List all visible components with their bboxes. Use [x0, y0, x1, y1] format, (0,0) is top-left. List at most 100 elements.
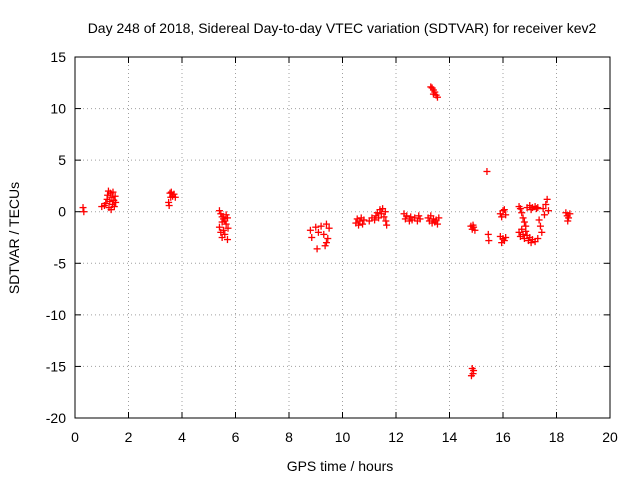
x-tick-label: 18: [549, 429, 565, 445]
data-point: [543, 195, 551, 203]
data-point: [360, 216, 368, 224]
data-point: [313, 245, 321, 253]
data-point: [355, 221, 363, 229]
x-tick-label: 12: [388, 429, 404, 445]
data-point: [165, 202, 173, 210]
data-point: [320, 230, 328, 238]
chart-title: Day 248 of 2018, Sidereal Day-to-day VTE…: [88, 20, 597, 36]
data-point: [407, 213, 415, 221]
data-point: [321, 242, 329, 250]
data-point: [498, 213, 506, 221]
data-point: [544, 207, 552, 215]
x-tick-label: 14: [442, 429, 458, 445]
data-point: [112, 198, 120, 206]
data-point: [532, 205, 540, 213]
data-point: [471, 226, 479, 234]
data-point: [416, 215, 424, 223]
data-point: [539, 205, 547, 213]
data-point: [435, 214, 443, 222]
x-axis-label: GPS time / hours: [287, 458, 394, 474]
points-layer: [79, 83, 574, 380]
data-point: [107, 206, 115, 214]
data-point: [527, 239, 535, 247]
data-point: [536, 222, 544, 230]
data-point: [215, 207, 223, 215]
data-point: [483, 167, 491, 175]
data-point: [564, 217, 572, 225]
data-point: [314, 228, 322, 236]
y-tick-label: 15: [50, 49, 66, 65]
data-point: [470, 367, 478, 375]
x-tick-label: 2: [125, 429, 133, 445]
data-point: [170, 190, 178, 198]
data-point: [383, 221, 391, 229]
x-tick-label: 10: [335, 429, 351, 445]
data-point: [371, 216, 379, 224]
data-point: [217, 210, 225, 218]
x-tick-label: 0: [71, 429, 79, 445]
data-point: [433, 93, 441, 101]
data-point: [375, 214, 383, 222]
x-tick-label: 8: [285, 429, 293, 445]
grid-layer: [75, 57, 610, 418]
data-point: [499, 207, 507, 215]
y-tick-label: -10: [46, 307, 66, 323]
data-point: [415, 212, 423, 220]
data-point: [322, 220, 330, 228]
data-point: [102, 199, 110, 207]
data-point: [502, 234, 510, 241]
data-point: [223, 236, 231, 244]
data-point: [520, 218, 528, 226]
data-point: [519, 214, 527, 222]
data-point: [109, 188, 117, 196]
y-tick-labels: -20 -15 -10 -5 0 5 10 15: [46, 49, 66, 426]
data-point: [401, 215, 409, 223]
x-tick-label: 4: [178, 429, 186, 445]
data-point: [306, 226, 314, 234]
y-tick-label: 5: [58, 152, 66, 168]
data-point: [223, 214, 231, 222]
data-point: [382, 217, 390, 225]
x-tick-label: 6: [232, 429, 240, 445]
data-point: [429, 90, 437, 98]
data-point: [80, 208, 88, 216]
y-tick-label: 0: [58, 204, 66, 220]
data-point: [222, 211, 230, 219]
data-point: [110, 203, 118, 211]
data-point: [467, 372, 475, 380]
data-point: [312, 223, 320, 231]
data-point: [516, 205, 524, 213]
data-point: [308, 234, 316, 241]
data-point: [540, 211, 548, 219]
plot-frame: [74, 56, 611, 419]
x-tick-label: 20: [602, 429, 618, 445]
data-point: [500, 206, 508, 214]
data-point: [542, 200, 550, 208]
y-tick-label: -15: [46, 358, 66, 374]
data-point: [484, 230, 492, 238]
data-point: [502, 211, 510, 219]
data-point: [359, 220, 367, 228]
data-point: [500, 237, 508, 245]
data-point: [380, 213, 388, 221]
x-tick-labels: 0 2 4 6 8 10 12 14 16 18 20: [71, 429, 618, 445]
data-point: [219, 226, 227, 234]
data-point: [79, 204, 87, 212]
y-tick-label: -5: [54, 255, 67, 271]
data-point: [218, 218, 226, 226]
data-point: [518, 209, 526, 217]
data-point: [566, 210, 574, 218]
data-point: [381, 208, 389, 216]
x-tick-label: 16: [495, 429, 511, 445]
data-point: [224, 224, 232, 232]
data-point: [215, 223, 223, 231]
data-point: [534, 235, 542, 243]
data-point: [221, 230, 229, 238]
data-point: [518, 225, 526, 233]
data-point: [324, 235, 332, 243]
y-axis-label: SDTVAR / TECUs: [6, 182, 22, 294]
data-point: [222, 220, 230, 228]
data-point: [325, 224, 333, 232]
data-point: [469, 221, 477, 229]
